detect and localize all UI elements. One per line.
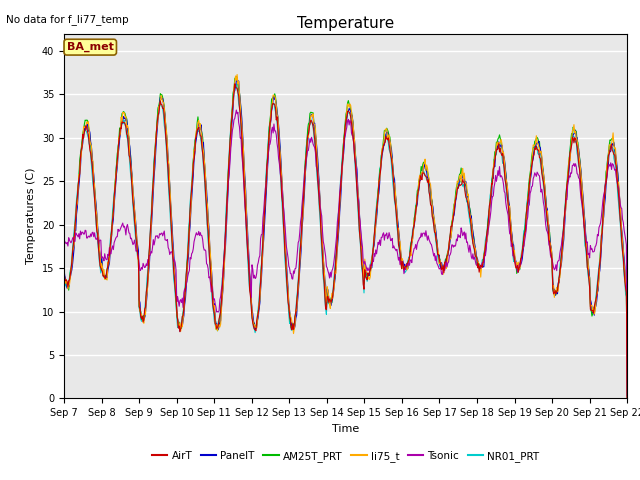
PanelT	[186, 231, 193, 237]
Text: No data for f_li77_temp: No data for f_li77_temp	[6, 14, 129, 25]
Legend: AirT, PanelT, AM25T_PRT, li75_t, Tsonic, NR01_PRT: AirT, PanelT, AM25T_PRT, li75_t, Tsonic,…	[148, 447, 543, 466]
AM25T_PRT	[128, 175, 136, 180]
NR01_PRT	[186, 218, 193, 224]
li75_t	[233, 72, 241, 77]
Line: AM25T_PRT: AM25T_PRT	[64, 76, 627, 402]
AM25T_PRT	[232, 73, 240, 79]
Tsonic	[70, 239, 78, 245]
Tsonic	[186, 268, 193, 274]
li75_t	[623, 396, 631, 402]
NR01_PRT	[215, 317, 223, 323]
AirT	[215, 316, 223, 322]
li75_t	[128, 175, 136, 180]
AM25T_PRT	[431, 225, 439, 231]
PanelT	[128, 174, 136, 180]
NR01_PRT	[232, 81, 240, 87]
NR01_PRT	[128, 191, 136, 197]
Line: AirT: AirT	[64, 84, 627, 399]
NR01_PRT	[415, 183, 422, 189]
li75_t	[70, 241, 78, 247]
li75_t	[60, 271, 68, 277]
Y-axis label: Temperatures (C): Temperatures (C)	[26, 168, 36, 264]
AirT	[186, 224, 193, 230]
Text: BA_met: BA_met	[67, 42, 114, 52]
AirT	[231, 81, 239, 87]
Line: PanelT: PanelT	[64, 79, 627, 396]
AM25T_PRT	[60, 269, 68, 275]
li75_t	[431, 227, 439, 232]
AirT	[128, 187, 136, 193]
Tsonic	[128, 238, 136, 244]
PanelT	[431, 223, 439, 229]
Line: NR01_PRT: NR01_PRT	[64, 84, 627, 396]
Tsonic	[215, 308, 223, 313]
PanelT	[415, 187, 422, 193]
PanelT	[623, 393, 631, 399]
PanelT	[233, 76, 241, 82]
AM25T_PRT	[186, 223, 193, 229]
AM25T_PRT	[623, 399, 631, 405]
AM25T_PRT	[415, 179, 422, 185]
NR01_PRT	[431, 234, 439, 240]
li75_t	[415, 179, 422, 184]
PanelT	[60, 267, 68, 273]
li75_t	[186, 227, 193, 233]
PanelT	[215, 324, 223, 329]
Title: Temperature: Temperature	[297, 16, 394, 31]
NR01_PRT	[70, 227, 78, 233]
X-axis label: Time: Time	[332, 424, 359, 433]
NR01_PRT	[623, 393, 631, 399]
AirT	[623, 396, 631, 402]
Tsonic	[60, 237, 68, 243]
PanelT	[70, 244, 78, 250]
AirT	[60, 268, 68, 274]
Line: li75_t: li75_t	[64, 74, 627, 399]
Line: Tsonic: Tsonic	[64, 110, 627, 399]
NR01_PRT	[60, 276, 68, 281]
Tsonic	[431, 258, 439, 264]
AM25T_PRT	[215, 324, 223, 329]
Tsonic	[232, 107, 240, 113]
AirT	[415, 185, 422, 191]
AirT	[70, 234, 78, 240]
Tsonic	[623, 396, 631, 402]
AirT	[431, 230, 439, 236]
AM25T_PRT	[70, 234, 78, 240]
li75_t	[215, 322, 223, 327]
Tsonic	[415, 237, 422, 243]
